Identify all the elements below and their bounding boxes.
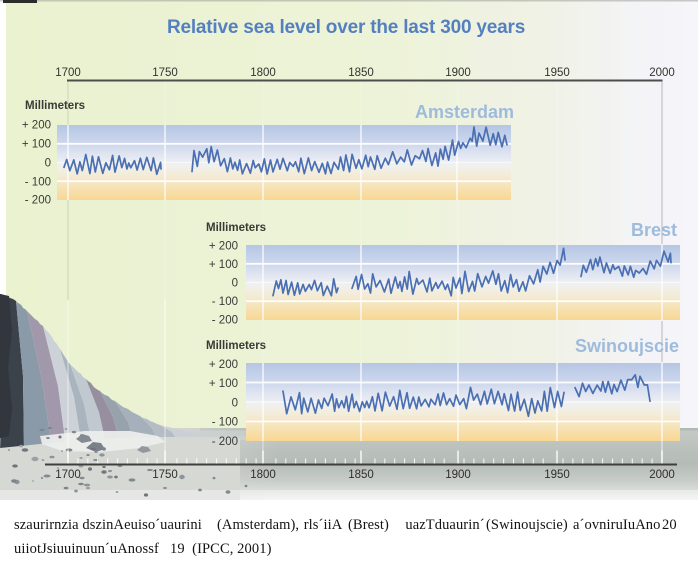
svg-text:Millimeters: Millimeters (25, 100, 85, 112)
svg-text:1800: 1800 (250, 67, 276, 79)
svg-text:Swinoujscie: Swinoujscie (575, 336, 679, 356)
svg-text:- 200: - 200 (212, 315, 238, 327)
svg-text:- 200: - 200 (25, 195, 51, 207)
svg-text:+ 100: + 100 (209, 259, 238, 271)
svg-text:- 200: - 200 (212, 436, 238, 448)
svg-text:0: 0 (45, 158, 51, 170)
svg-text:1800: 1800 (250, 469, 276, 481)
svg-text:0: 0 (232, 398, 238, 410)
svg-text:Amsterdam: Amsterdam (415, 102, 514, 122)
svg-text:1850: 1850 (348, 469, 374, 481)
svg-text:Brest: Brest (631, 220, 677, 240)
svg-text:- 100: - 100 (212, 296, 238, 308)
svg-text:0: 0 (232, 278, 238, 290)
svg-text:1750: 1750 (152, 469, 178, 481)
svg-text:1700: 1700 (55, 67, 81, 79)
svg-text:1750: 1750 (152, 67, 178, 79)
svg-text:1950: 1950 (544, 67, 570, 79)
svg-text:+ 200: + 200 (22, 120, 51, 132)
svg-text:1900: 1900 (445, 67, 471, 79)
svg-text:1950: 1950 (544, 469, 570, 481)
svg-text:1900: 1900 (445, 469, 471, 481)
svg-text:- 100: - 100 (212, 417, 238, 429)
svg-text:+ 100: + 100 (22, 139, 51, 151)
svg-text:+ 200: + 200 (209, 359, 238, 371)
svg-text:+ 100: + 100 (209, 378, 238, 390)
svg-text:- 100: - 100 (25, 177, 51, 189)
svg-text:2000: 2000 (649, 67, 675, 79)
svg-text:2000: 2000 (649, 469, 675, 481)
svg-text:Millimeters: Millimeters (206, 222, 266, 234)
svg-text:1850: 1850 (348, 67, 374, 79)
svg-text:Millimeters: Millimeters (206, 340, 266, 352)
svg-text:1700: 1700 (55, 469, 81, 481)
svg-text:+ 200: + 200 (209, 241, 238, 253)
svg-text:Relative sea level over the la: Relative sea level over the last 300 yea… (167, 17, 525, 38)
